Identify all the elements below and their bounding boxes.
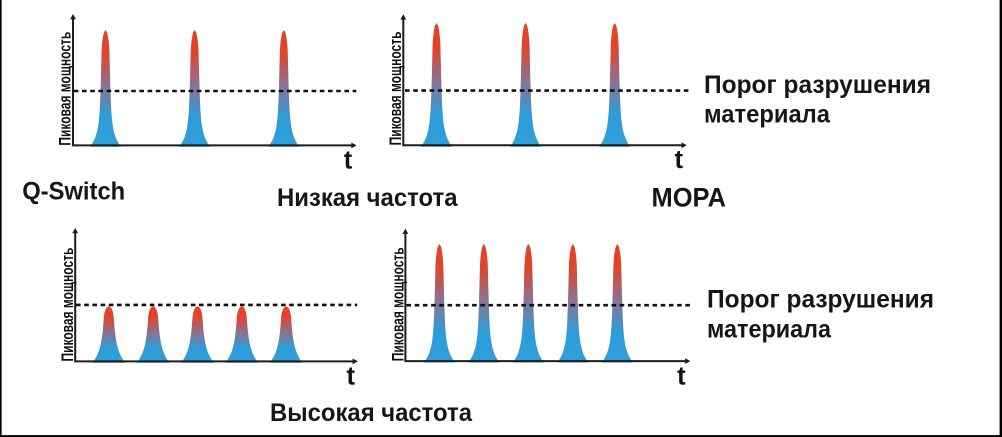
svg-text:Q-Switch: Q-Switch	[22, 178, 125, 206]
svg-text:t: t	[675, 146, 684, 174]
svg-text:материала: материала	[704, 101, 831, 129]
svg-text:Пиковая мощность: Пиковая мощность	[389, 247, 407, 361]
svg-text:t: t	[344, 147, 353, 175]
svg-text:Низкая частота: Низкая частота	[277, 184, 459, 212]
svg-text:Высокая частота: Высокая частота	[270, 399, 473, 427]
svg-text:Пиковая мощность: Пиковая мощность	[57, 32, 75, 146]
svg-text:MOPA: MOPA	[652, 183, 727, 213]
svg-text:t: t	[347, 363, 356, 391]
svg-text:Пиковая мощность: Пиковая мощность	[59, 248, 77, 362]
svg-text:t: t	[677, 362, 686, 390]
svg-text:Пиковая мощность: Пиковая мощность	[387, 32, 405, 146]
svg-text:материала: материала	[707, 315, 832, 343]
svg-text:Порог разрушения: Порог разрушения	[707, 286, 934, 314]
svg-text:Порог разрушения: Порог разрушения	[704, 71, 931, 99]
